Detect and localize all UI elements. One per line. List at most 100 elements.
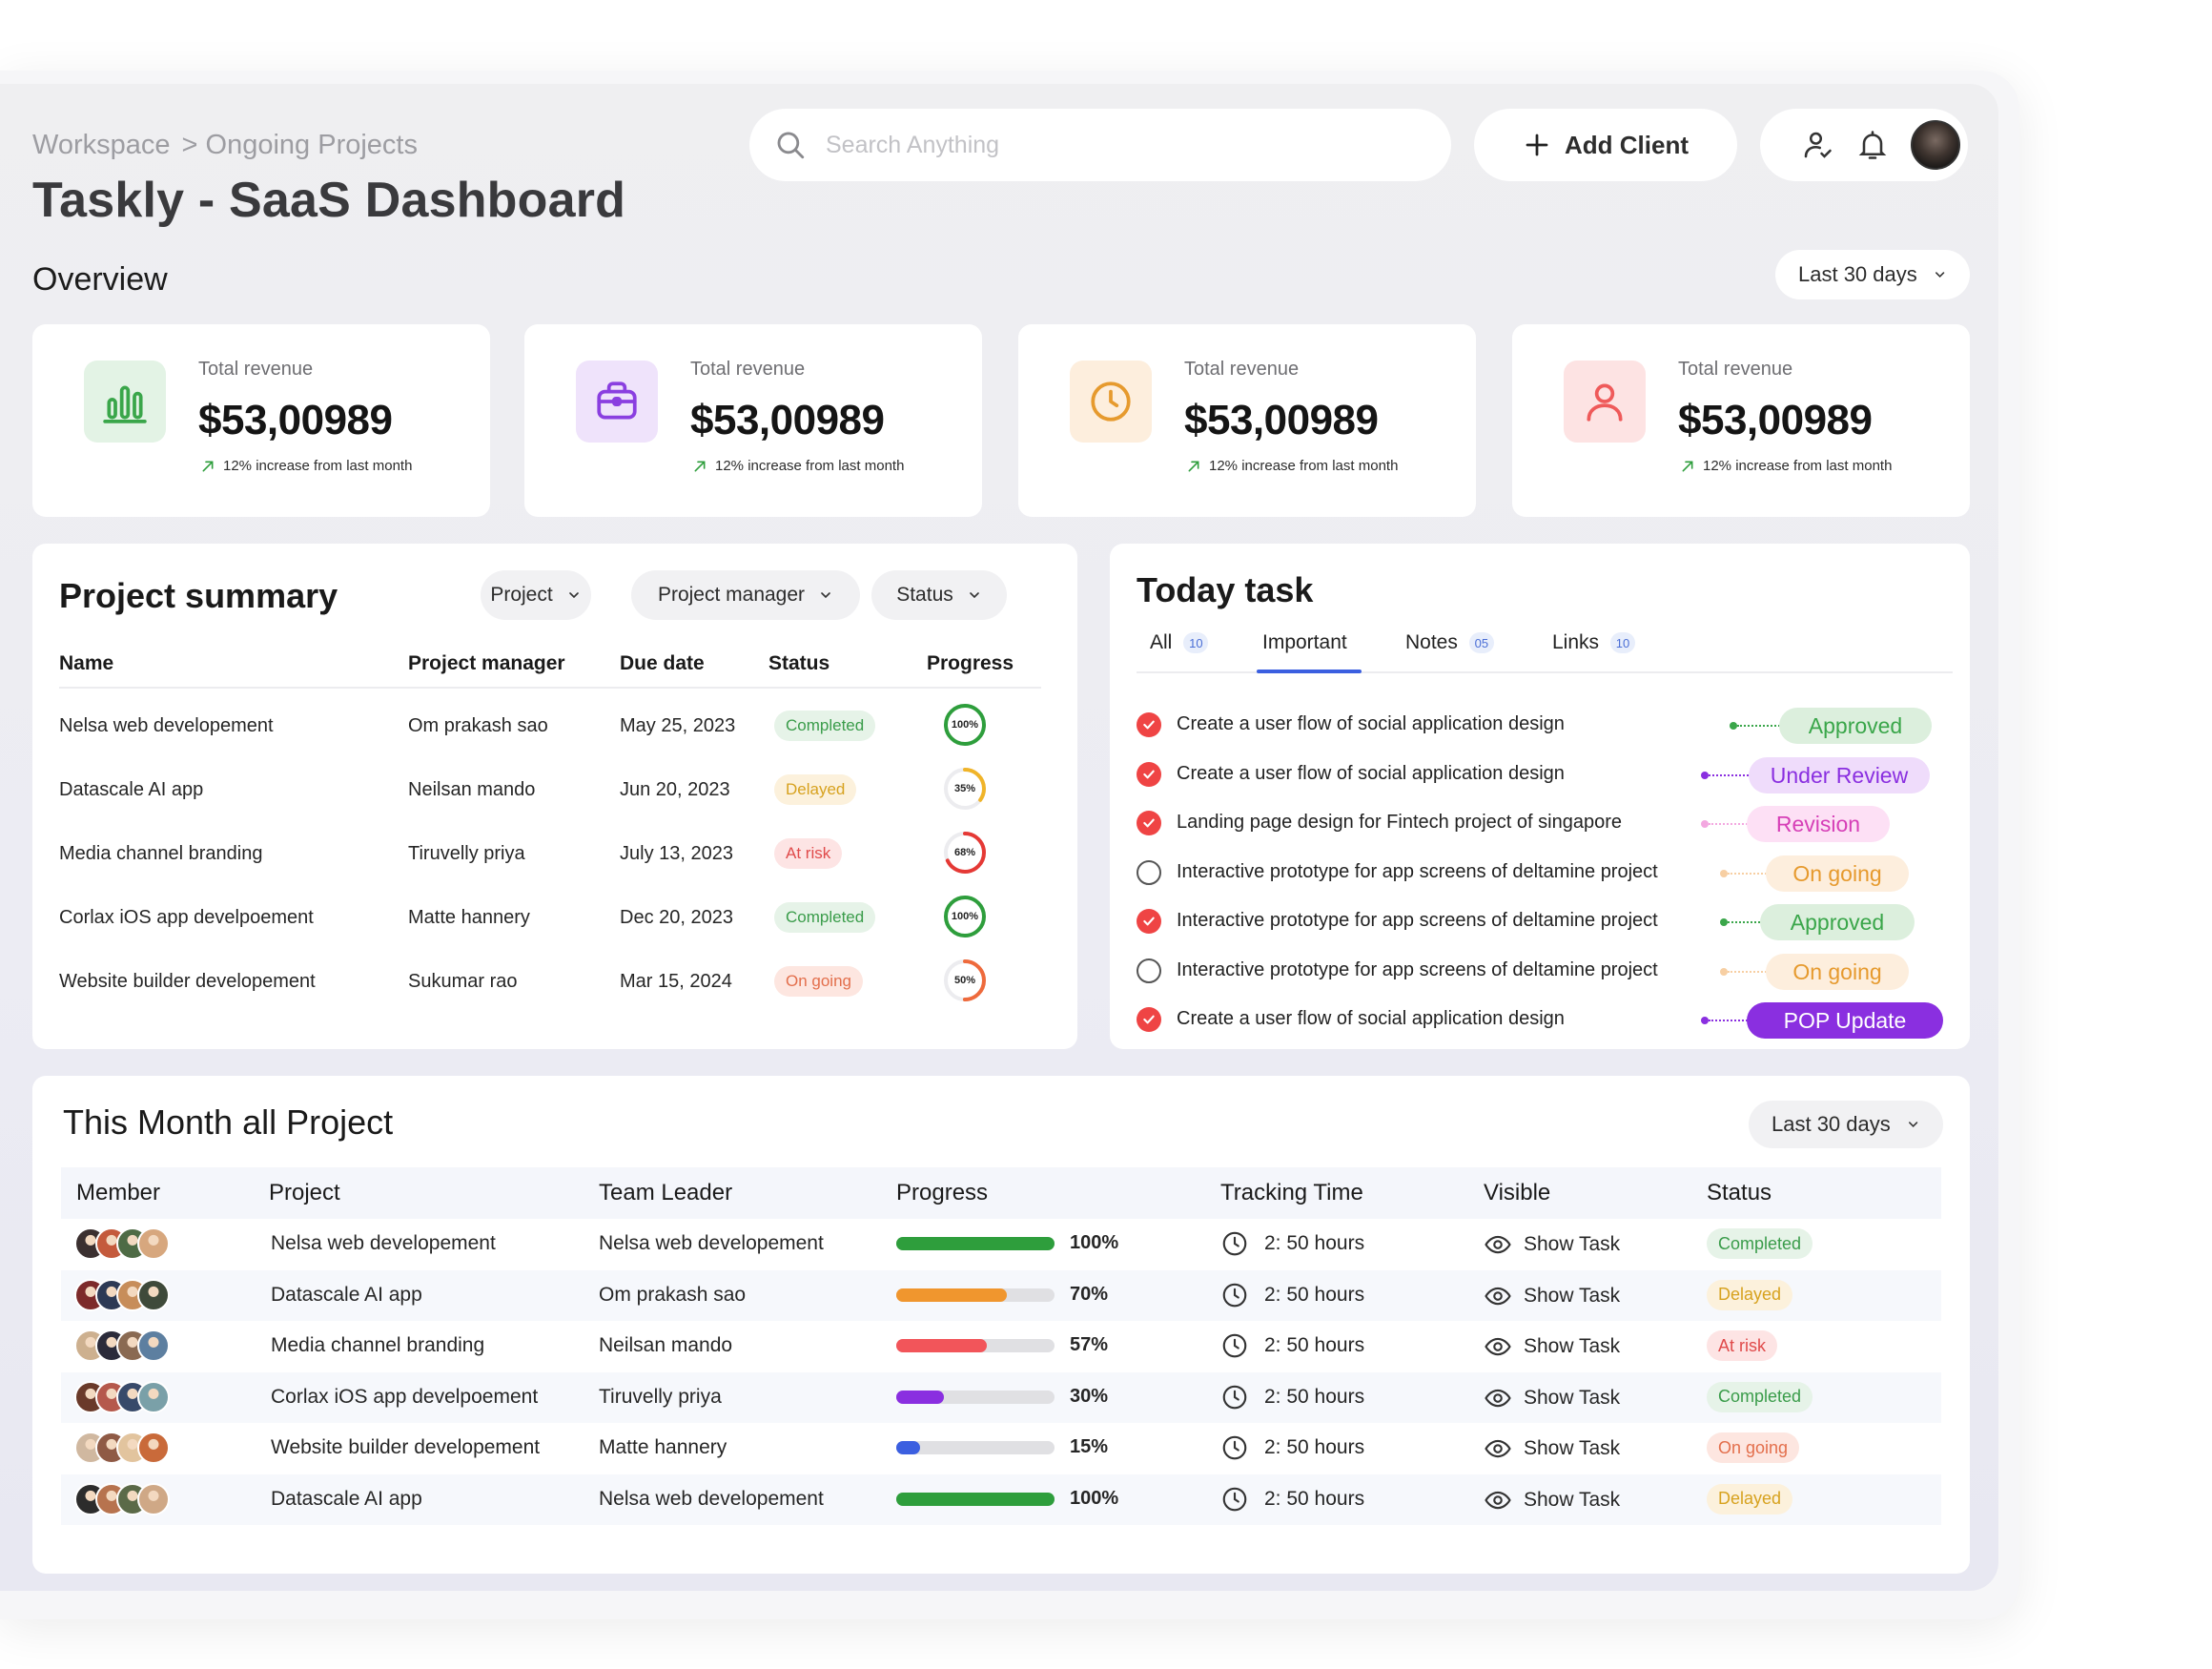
breadcrumb-current[interactable]: > Ongoing Projects [181,130,418,160]
overview-range-select[interactable]: Last 30 days [1775,250,1970,299]
plus-icon [1526,134,1548,156]
tab-label: All [1150,631,1173,653]
show-task-link[interactable]: Show Task [1484,1384,1620,1412]
stat-card[interactable]: Total revenue $53,00989 12% increase from … [1018,324,1476,517]
check-icon [1143,720,1155,730]
filter-project-manager[interactable]: Project manager [631,570,860,620]
table-row[interactable] [61,1219,1941,1269]
task-checked-icon[interactable] [1137,811,1161,835]
task-checked-icon[interactable] [1137,712,1161,737]
progress-ring-svg [944,896,986,938]
table-row[interactable] [61,1423,1941,1473]
task-status-pill[interactable]: Approved [1760,904,1915,940]
show-task-label: Show Task [1524,1437,1621,1459]
stat-label: Total revenue [690,359,806,380]
tab-all[interactable]: All 10 [1150,631,1209,654]
progress-ring-label: 68% [953,847,976,858]
task-status-pill[interactable]: On going [1766,954,1909,990]
stat-card[interactable]: Total revenue $53,00989 12% increase from … [1512,324,1970,517]
column-header: Progress [927,652,1014,674]
user-check-icon[interactable] [1800,128,1834,162]
task-unchecked-icon[interactable] [1137,860,1161,885]
show-task-label: Show Task [1524,1284,1621,1307]
task-unchecked-icon[interactable] [1137,958,1161,983]
show-task-label: Show Task [1524,1386,1621,1409]
this-month-range-select[interactable]: Last 30 days [1749,1101,1943,1148]
status-badge: Completed [774,711,876,741]
table-row[interactable] [61,1473,1941,1525]
search-bar[interactable] [749,109,1451,181]
stat-trend: 12% increase from last month [1186,458,1398,474]
status-badge: Delayed [774,774,857,805]
stat-trend-text: 12% increase from last month [1703,458,1893,474]
stat-value: $53,00989 [1678,397,1873,443]
today-task-title: Today task [1137,570,1314,609]
task-text: Landing page design for Fintech project … [1177,812,1622,833]
task-status-pill[interactable]: On going [1766,855,1909,892]
show-task-link[interactable]: Show Task [1484,1230,1620,1259]
status-badge: At risk [774,838,843,869]
column-header: Due date [620,652,705,674]
stat-icon-tile [1564,361,1646,443]
show-task-link[interactable]: Show Task [1484,1486,1620,1514]
show-task-label: Show Task [1524,1233,1621,1255]
add-client-button[interactable]: Add Client [1474,109,1737,181]
task-checked-icon[interactable] [1137,909,1161,934]
progress-ring: 35% [942,766,988,812]
show-task-link[interactable]: Show Task [1484,1282,1620,1310]
bar-chart-icon [103,385,147,423]
table-row[interactable] [61,1269,1941,1321]
stat-card[interactable]: Total revenue $53,00989 12% increase from … [32,324,490,517]
stat-trend-text: 12% increase from last month [715,458,905,474]
active-tab-indicator [1257,670,1362,673]
status-connector-dot [1701,772,1709,779]
task-status-pill[interactable]: Under Review [1749,757,1930,793]
stat-icon-tile [1070,361,1152,443]
chevron-down-icon [568,592,579,599]
task-status-pill[interactable]: Revision [1747,806,1890,842]
stat-value: $53,00989 [198,397,393,443]
show-task-label: Show Task [1524,1488,1621,1511]
status-connector-line [1728,921,1768,923]
progress-ring: 50% [942,958,988,1003]
task-text: Interactive prototype for app screens of… [1177,959,1658,980]
stat-card[interactable]: Total revenue $53,00989 12% increase from … [524,324,982,517]
progress-ring-label: 100% [951,911,979,922]
eye-icon [1485,1389,1511,1407]
cell-manager: Om prakash sao [408,715,548,736]
filter-project[interactable]: Project [481,570,591,620]
tab-links[interactable]: Links 10 [1552,631,1636,654]
cell-manager: Sukumar rao [408,971,518,992]
header-actions [1760,109,1968,181]
tab-notes[interactable]: Notes 05 [1405,631,1494,654]
tab-important[interactable]: Important [1262,631,1347,654]
bell-icon[interactable] [1855,128,1890,162]
task-checked-icon[interactable] [1137,762,1161,787]
table-row[interactable] [61,1321,1941,1371]
filter-status[interactable]: Status [871,570,1007,620]
search-icon [777,132,805,159]
user-avatar[interactable] [1911,120,1960,170]
project-summary-title: Project summary [59,576,338,615]
status-connector-dot [1701,820,1709,828]
show-task-link[interactable]: Show Task [1484,1332,1620,1361]
status-connector-dot [1701,1017,1709,1024]
task-status-pill[interactable]: Approved [1779,708,1932,744]
search-input[interactable] [826,131,1398,159]
breadcrumb-root[interactable]: Workspace [32,130,171,160]
task-text: Interactive prototype for app screens of… [1177,861,1658,882]
show-task-link[interactable]: Show Task [1484,1434,1620,1463]
dashboard-window: Workspace > Ongoing Projects Taskly - Sa… [0,84,1998,1591]
check-icon [1143,770,1155,779]
progress-ring-svg [944,768,986,810]
eye-icon [1485,1235,1511,1254]
tabs-divider [1137,671,1953,673]
task-text: Create a user flow of social application… [1177,1008,1565,1029]
task-checked-icon[interactable] [1137,1007,1161,1032]
table-row[interactable] [61,1371,1941,1423]
check-icon [1143,917,1155,926]
breadcrumb: Workspace > Ongoing Projects [32,130,418,161]
task-status-pill[interactable]: POP Update [1747,1002,1943,1039]
tab-count-badge: 10 [1610,632,1636,653]
progress-ring: 100% [942,894,988,939]
